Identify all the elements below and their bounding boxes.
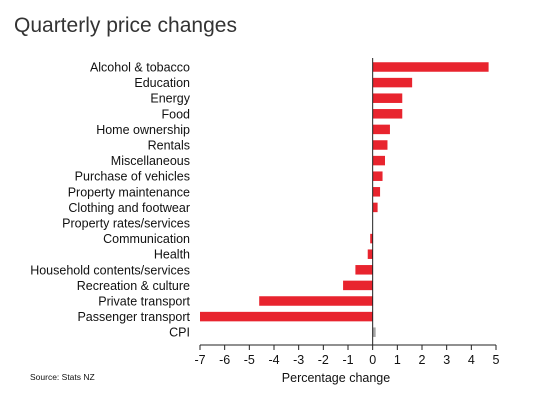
category-label-rentals: Rentals xyxy=(148,139,190,153)
bar-private-transport xyxy=(259,296,373,306)
category-label-miscellaneous: Miscellaneous xyxy=(111,154,190,168)
category-label-household-contents-services: Household contents/services xyxy=(30,263,190,277)
bars-group xyxy=(200,62,489,337)
category-label-property-rates-services: Property rates/services xyxy=(62,217,190,231)
bar-home-ownership xyxy=(372,124,390,135)
x-axis-ticks: -7 -6 -5 -4 -3 -2 -1 0 1 2 3 4 5 xyxy=(194,345,500,367)
bar-energy xyxy=(372,93,403,103)
bar-miscellaneous xyxy=(372,155,385,166)
x-tick-label: -1 xyxy=(342,353,353,367)
x-tick-label: -3 xyxy=(293,353,304,367)
category-label-property-maintenance: Property maintenance xyxy=(68,185,190,199)
x-tick-label: -6 xyxy=(219,353,230,367)
bar-food xyxy=(372,109,403,119)
category-label-cpi: CPI xyxy=(169,326,190,340)
category-label-recreation-culture: Recreation & culture xyxy=(77,279,190,293)
category-label-alcohol-tobacco: Alcohol & tobacco xyxy=(90,61,190,75)
category-label-purchase-of-vehicles: Purchase of vehicles xyxy=(75,170,190,184)
chart-title: Quarterly price changes xyxy=(14,14,237,37)
category-label-energy: Energy xyxy=(150,92,190,106)
category-label-education: Education xyxy=(134,76,190,90)
bar-alcohol-tobacco xyxy=(372,62,489,72)
x-tick-label: 5 xyxy=(493,353,500,367)
category-label-food: Food xyxy=(162,107,191,121)
bar-household-contents-services xyxy=(355,265,373,275)
x-tick-label: 3 xyxy=(443,353,450,367)
category-label-home-ownership: Home ownership xyxy=(96,123,190,137)
x-tick-label: -7 xyxy=(194,353,205,367)
source-note: Source: Stats NZ xyxy=(30,372,95,382)
bar-property-maintenance xyxy=(372,187,381,197)
category-label-health: Health xyxy=(154,248,190,262)
bar-purchase-of-vehicles xyxy=(372,171,383,181)
bar-passenger-transport xyxy=(200,311,373,322)
bar-cpi xyxy=(372,327,376,337)
bar-communication xyxy=(370,233,373,244)
category-label-passenger-transport: Passenger transport xyxy=(77,310,190,324)
x-tick-label: -4 xyxy=(268,353,279,367)
category-label-private-transport: Private transport xyxy=(98,295,190,309)
x-tick-label: 4 xyxy=(468,353,475,367)
bar-recreation-culture xyxy=(343,280,373,291)
x-tick-label: -2 xyxy=(318,353,329,367)
bar-clothing-and-footwear xyxy=(372,202,378,213)
category-label-communication: Communication xyxy=(103,232,190,246)
x-axis-label: Percentage change xyxy=(282,371,390,385)
x-tick-label: 0 xyxy=(369,353,376,367)
bar-health xyxy=(367,249,373,259)
x-tick-label: -5 xyxy=(244,353,255,367)
x-tick-label: 2 xyxy=(419,353,426,367)
bar-education xyxy=(372,77,413,88)
x-tick-label: 1 xyxy=(394,353,401,367)
bar-rentals xyxy=(372,140,388,150)
category-label-clothing-and-footwear: Clothing and footwear xyxy=(68,201,190,215)
